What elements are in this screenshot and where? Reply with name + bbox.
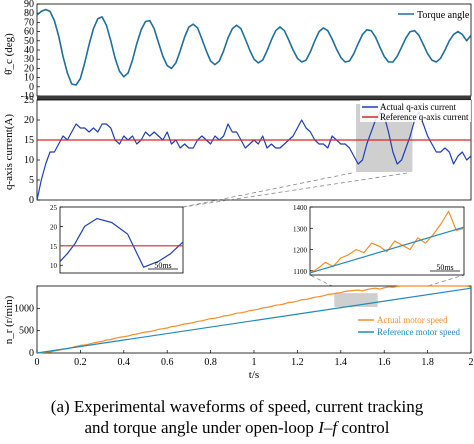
x-tick-label: 1	[252, 357, 257, 368]
y-tick-label: 20	[24, 63, 34, 74]
current-legend-box	[360, 100, 471, 122]
y-tick-label: 1300	[293, 225, 308, 233]
speed-inset-y-ticks: 1100 1200 1300 1400	[293, 204, 313, 276]
x-tick-label: 1.8	[421, 357, 434, 368]
y-tick-label: 15	[50, 243, 58, 251]
x-tick-label: 1.2	[291, 357, 304, 368]
current-lines	[36, 111, 472, 201]
speed-legend-label-actual: Actual motor speed	[377, 315, 448, 325]
panel-divider	[37, 96, 471, 100]
speed-legend: Actual motor speed Reference motor speed	[358, 315, 460, 337]
x-tick-label: 0.4	[118, 357, 131, 368]
current-inset-y-ticks: 10 15 20 25	[50, 204, 63, 270]
speed-panel: 0 500 1000 0 0.2 0.4 0.6 0.8 1 1.2 1.4 1.6 1.8 2 n_r…	[3, 285, 474, 381]
current-inset: 10 15 20 25 50ms	[50, 204, 184, 274]
y-tick-label: 25	[24, 95, 34, 106]
y-tick-label: 10	[50, 262, 58, 270]
y-tick-label: 10	[24, 155, 34, 166]
current-legend: Actual q-axis current Reference q-axis c…	[360, 100, 471, 122]
y-tick-label: 1000	[14, 303, 34, 314]
speed-x-ticks: 0 0.2 0.4 0.6 0.8 1 1.2 1.4 1.6 1.8 2	[35, 350, 474, 368]
x-tick-label: 0.6	[161, 357, 174, 368]
torque-lines	[36, 8, 472, 86]
y-tick-label: 90	[24, 0, 34, 10]
speed-xlabel: t/s	[249, 369, 259, 381]
torque-ylabel: θ̄_c (deg)	[3, 33, 15, 75]
caption-line-1: (a) Experimental waveforms of speed, cur…	[50, 397, 424, 416]
speed-series-line-1	[36, 287, 472, 354]
x-tick-label: 0	[35, 357, 40, 368]
current-legend-label-reference: Reference q-axis current	[380, 112, 469, 122]
y-tick-label: 30	[24, 54, 34, 65]
speed_zoom-series-line-0	[309, 210, 465, 274]
current-zoom-connector-right	[182, 172, 408, 208]
y-tick-label: 80	[24, 8, 34, 19]
y-tick-label: 10	[24, 73, 34, 84]
torque-series-line-0	[36, 8, 472, 86]
y-tick-label: 1100	[293, 268, 307, 276]
x-tick-label: 0.8	[204, 357, 217, 368]
torque-legend: Torque angle	[398, 10, 470, 21]
torque-legend-label: Torque angle	[417, 10, 470, 21]
y-tick-label: 20	[24, 115, 34, 126]
y-tick-label: 0	[29, 82, 34, 93]
current-ylabel: q-axis current(A)	[3, 114, 15, 190]
speed-y-ticks: 0 500 1000	[14, 303, 40, 359]
caption-line-2-pre: and torque angle under open-loop	[84, 418, 319, 437]
y-tick-label: 500	[19, 326, 34, 337]
y-tick-label: 70	[24, 17, 34, 28]
speed-lines	[36, 285, 472, 354]
current_zoom-series-line-0	[59, 218, 184, 268]
x-tick-label: 0.2	[74, 357, 87, 368]
y-tick-label: 1200	[293, 247, 308, 255]
current-inset-lines	[59, 218, 184, 268]
speed_zoom-series-line-1	[309, 226, 465, 274]
y-tick-label: 50	[24, 36, 34, 47]
y-tick-label: 1400	[293, 204, 308, 212]
y-tick-label: 0	[29, 348, 34, 359]
caption-line-2-italic: I–f	[318, 418, 338, 437]
y-tick-label: 0	[29, 195, 34, 206]
y-tick-label: 15	[24, 135, 34, 146]
x-tick-label: 1.4	[335, 357, 348, 368]
speed-inset-lines	[309, 210, 465, 274]
x-tick-label: 2	[469, 357, 474, 368]
figure-caption: (a) Experimental waveforms of speed, cur…	[0, 396, 474, 438]
y-tick-label: 25	[50, 204, 58, 212]
current-zoom-connector-left	[182, 172, 353, 208]
speed-inset-scale-label: 50ms	[436, 263, 453, 272]
caption-line-2: and torque angle under open-loop I–f con…	[0, 417, 474, 438]
speed-ylabel: n_r (r/min)	[3, 295, 15, 344]
current-inset-frame	[59, 206, 184, 274]
current-inset-scale-label: 50ms	[154, 261, 171, 270]
x-tick-label: 1.6	[378, 357, 391, 368]
speed-series-line-0	[36, 285, 472, 354]
speed-legend-label-reference: Reference motor speed	[377, 327, 460, 337]
torque-plot-frame	[36, 3, 472, 97]
current-panel: 0 5 10 15 20 25 q-axis current(A) Actual q-ax…	[3, 95, 472, 206]
current-legend-label-actual: Actual q-axis current	[380, 102, 456, 112]
y-tick-label: 40	[24, 45, 34, 56]
y-tick-label: 5	[29, 175, 34, 186]
y-tick-label: -10	[21, 91, 34, 102]
caption-line-2-post: control	[337, 418, 390, 437]
y-tick-label: 60	[24, 27, 34, 38]
y-tick-label: 20	[50, 223, 58, 231]
speed-inset: 1100 1200 1300 1400 50ms	[293, 204, 465, 276]
